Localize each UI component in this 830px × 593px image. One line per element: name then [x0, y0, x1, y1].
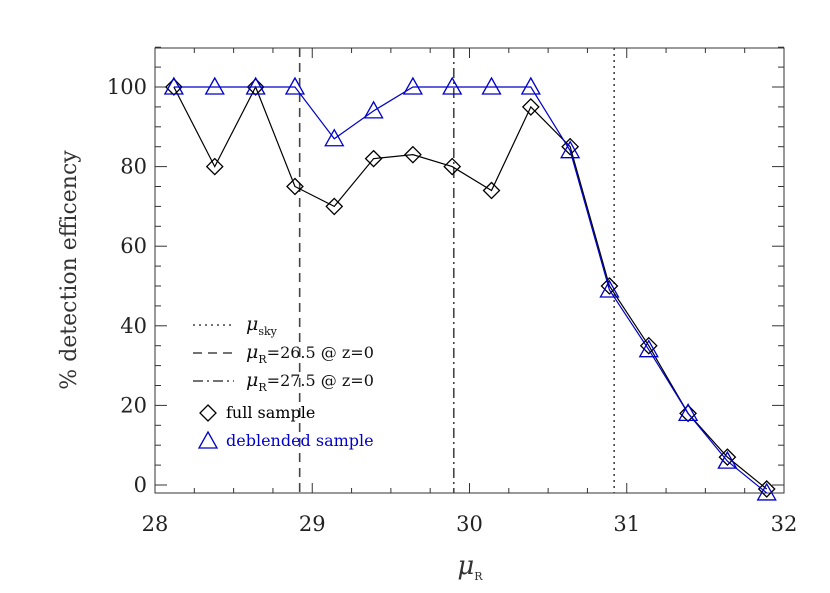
legend-label-rest: =27.5 @ z=0: [267, 371, 374, 390]
data-point-full-sample: [561, 137, 580, 156]
plot-frame: [154, 47, 785, 494]
series-line-deblended-sample: [173, 86, 768, 494]
data-point-full-sample: [286, 177, 304, 196]
ticks: 28 29 30 31 32 0 20 40 60 80 100: [107, 46, 798, 536]
data-point-full-sample: [164, 78, 183, 96]
legend-label-sub: R: [258, 381, 267, 394]
y-tick-label-80: 80: [120, 155, 147, 179]
data-point-deblended-sample: [284, 76, 306, 95]
legend-label-symbol: μ: [246, 341, 258, 363]
x-axis-title-sub: R: [474, 570, 483, 583]
data-point-deblended-sample: [638, 339, 659, 358]
data-point-full-sample: [482, 181, 501, 200]
series-line-full-sample: [173, 85, 768, 490]
y-axis-title: % detection efficency: [57, 150, 82, 390]
data-point-deblended-sample: [599, 279, 620, 298]
x-tick-label-31: 31: [613, 512, 640, 536]
x-axis-title: μR: [457, 551, 483, 583]
data-point-full-sample: [443, 157, 462, 176]
y-tick-label-40: 40: [120, 314, 147, 338]
legend-label-dashed: μR=26.5 @ z=0: [246, 341, 374, 366]
legend-label-dashdot: μR=27.5 @ z=0: [246, 369, 374, 394]
data-point-deblended-sample: [560, 140, 581, 159]
data-point-deblended-sample: [677, 403, 699, 422]
legend-label-sub: R: [258, 353, 267, 366]
data-point-full-sample: [600, 277, 619, 295]
legend-marker-full-sample: [199, 404, 217, 422]
legend-label-deblended-sample: deblended sample: [226, 431, 374, 450]
data-point-full-sample: [364, 149, 383, 168]
data-point-deblended-sample: [363, 100, 384, 119]
legend-label-rest: =26.5 @ z=0: [267, 343, 374, 362]
data-point-full-sample: [325, 197, 344, 216]
legend-marker-deblended-sample: [197, 430, 219, 449]
data-point-deblended-sample: [245, 76, 266, 95]
data-point-deblended-sample: [442, 76, 463, 95]
data-point-deblended-sample: [204, 76, 225, 95]
x-tick-label-30: 30: [456, 512, 483, 536]
data-point-full-sample: [205, 157, 224, 176]
data-point-full-sample: [639, 336, 658, 355]
legend-label-sub: sky: [258, 325, 277, 338]
legend-label-symbol: μ: [246, 369, 258, 391]
data-point-deblended-sample: [481, 76, 502, 95]
y-tick-label-60: 60: [120, 234, 147, 258]
y-tick-label-100: 100: [107, 75, 147, 99]
y-tick-label-0: 0: [134, 473, 147, 497]
legend-label-dotted: μsky: [246, 313, 278, 338]
x-tick-label-28: 28: [142, 512, 169, 536]
data-point-full-sample: [246, 78, 265, 96]
data-point-deblended-sample: [717, 450, 738, 469]
data-point-deblended-sample: [324, 128, 345, 147]
x-tick-label-29: 29: [299, 512, 326, 536]
data-point-full-sample: [403, 145, 422, 164]
reference-lines: [298, 48, 615, 493]
data-point-deblended-sample: [756, 482, 777, 501]
data-point-full-sample: [679, 404, 697, 423]
data-series: [163, 76, 777, 501]
x-axis-title-symbol: μ: [457, 551, 474, 581]
y-tick-label-20: 20: [120, 393, 147, 417]
legend-label-symbol: μ: [246, 313, 258, 335]
data-point-deblended-sample: [163, 76, 184, 95]
data-point-full-sample: [521, 97, 540, 116]
data-point-deblended-sample: [520, 76, 541, 95]
data-point-full-sample: [757, 480, 776, 498]
data-point-deblended-sample: [402, 76, 424, 95]
legend-label-full-sample: full sample: [226, 403, 315, 422]
x-tick-label-32: 32: [771, 512, 798, 536]
